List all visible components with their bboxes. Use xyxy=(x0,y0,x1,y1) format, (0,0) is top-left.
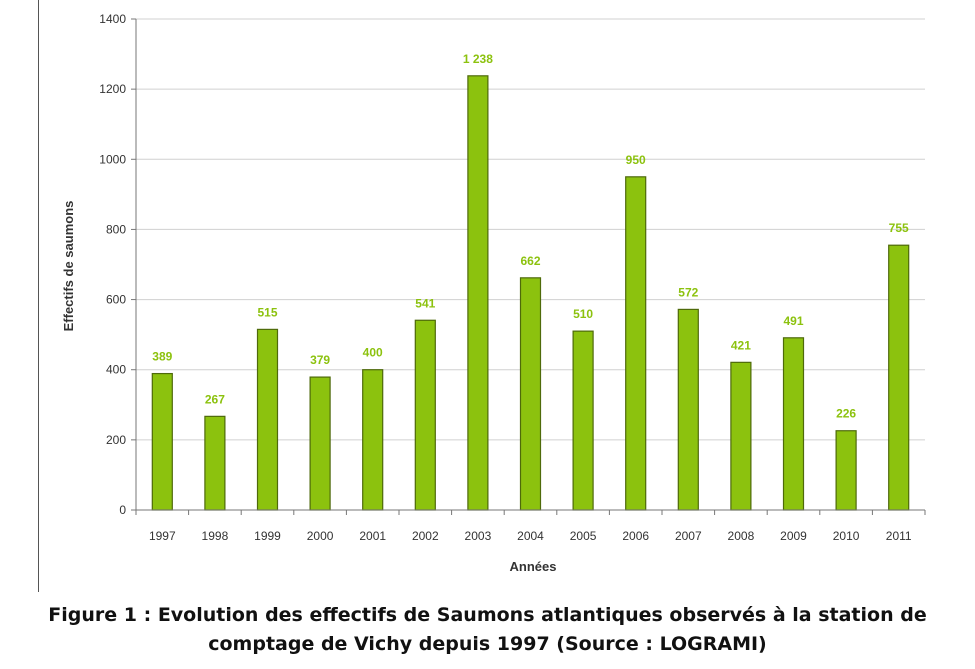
y-tick-label: 200 xyxy=(106,433,126,447)
bar xyxy=(730,361,752,511)
bar-chart: 0 200 400 600 800 1000 1200 1400 389 267 515 379 40… xyxy=(61,12,926,574)
y-tick-label: 1000 xyxy=(99,152,126,166)
bar xyxy=(677,308,699,511)
y-tick-label: 800 xyxy=(106,222,126,236)
bar xyxy=(835,430,857,511)
x-tick-label: 2009 xyxy=(780,529,807,543)
bar xyxy=(151,372,173,511)
figure-caption: Figure 1 : Evolution des effectifs de Sa… xyxy=(0,601,975,659)
x-tick-label: 2007 xyxy=(675,529,702,543)
data-label: 400 xyxy=(363,346,383,360)
bar xyxy=(572,330,594,511)
data-label: 226 xyxy=(836,407,856,421)
x-tick-label: 2006 xyxy=(622,529,649,543)
data-labels: 389 267 515 379 400 541 1 238 662 510 950 572 421 49… xyxy=(152,52,909,421)
x-tick-label: 2000 xyxy=(307,529,334,543)
caption-line-2: comptage de Vichy depuis 1997 (Source : … xyxy=(208,633,767,655)
bar xyxy=(519,277,542,511)
data-label: 541 xyxy=(415,296,435,310)
y-axis-label: Effectifs de saumons xyxy=(61,201,76,332)
x-tick-label: 2004 xyxy=(517,529,544,543)
data-label: 389 xyxy=(152,350,172,364)
bar xyxy=(362,369,384,511)
data-label: 755 xyxy=(889,221,909,235)
x-axis-label: Années xyxy=(510,559,557,574)
bar xyxy=(467,75,489,511)
data-label: 662 xyxy=(520,254,540,268)
bar xyxy=(256,328,279,511)
bar xyxy=(204,415,226,511)
y-tick-label: 1400 xyxy=(99,12,126,26)
x-tick-label: 2011 xyxy=(886,529,912,543)
data-label: 267 xyxy=(205,392,225,406)
y-tick-label: 0 xyxy=(119,503,126,517)
x-tick-label: 1999 xyxy=(254,529,281,543)
x-tick-label: 2005 xyxy=(570,529,597,543)
bar xyxy=(309,376,331,511)
caption-line-1: Figure 1 : Evolution des effectifs de Sa… xyxy=(48,604,927,626)
data-label: 950 xyxy=(626,153,646,167)
data-label: 515 xyxy=(257,305,277,319)
x-tick-label: 1998 xyxy=(202,529,229,543)
data-label: 491 xyxy=(783,314,803,328)
y-tick-label: 1200 xyxy=(99,82,126,96)
x-tick-label: 2001 xyxy=(359,529,386,543)
x-tick-label: 2010 xyxy=(833,529,860,543)
bar xyxy=(888,244,910,511)
y-tick-label: 400 xyxy=(106,363,126,377)
frame-border-line xyxy=(38,0,39,592)
x-axis-ticks: 1997 1998 1999 2000 2001 2002 2003 2004 2005 2006… xyxy=(135,510,926,543)
data-label: 379 xyxy=(310,353,330,367)
bar xyxy=(414,319,436,511)
data-label: 1 238 xyxy=(463,52,493,66)
bar xyxy=(625,176,647,511)
data-label: 572 xyxy=(678,285,698,299)
y-axis-ticks: 0 200 400 600 800 1000 1200 1400 xyxy=(99,12,136,517)
x-tick-label: 1997 xyxy=(149,529,176,543)
data-label: 421 xyxy=(731,338,751,352)
x-tick-label: 2008 xyxy=(728,529,755,543)
x-tick-label: 2002 xyxy=(412,529,439,543)
bar xyxy=(782,337,805,511)
x-tick-label: 2003 xyxy=(465,529,492,543)
y-tick-label: 600 xyxy=(106,293,126,307)
data-label: 510 xyxy=(573,307,593,321)
axes xyxy=(135,19,925,511)
bars xyxy=(151,75,910,511)
